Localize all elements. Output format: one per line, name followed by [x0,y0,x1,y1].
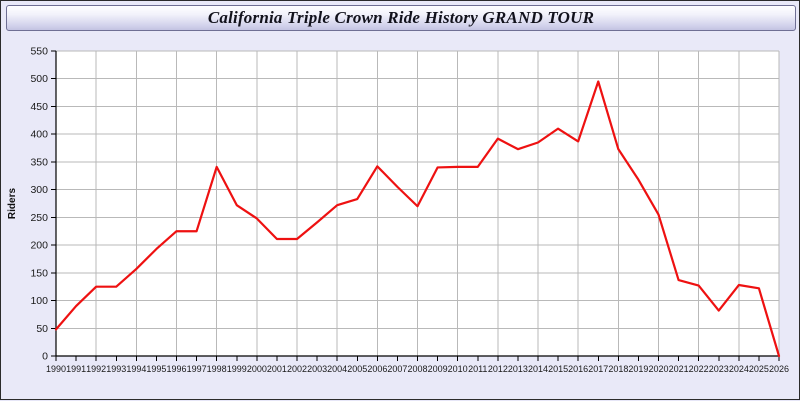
svg-text:450: 450 [30,101,48,113]
svg-text:1998: 1998 [207,364,227,374]
svg-text:2014: 2014 [528,364,548,374]
svg-text:1997: 1997 [187,364,207,374]
window-titlebar: California Triple Crown Ride History GRA… [6,5,796,31]
svg-text:2002: 2002 [287,364,307,374]
svg-text:2007: 2007 [387,364,407,374]
svg-text:2013: 2013 [508,364,528,374]
svg-text:2003: 2003 [307,364,327,374]
svg-text:1999: 1999 [227,364,247,374]
svg-text:0: 0 [42,351,48,363]
svg-text:2004: 2004 [327,364,347,374]
svg-text:2016: 2016 [568,364,588,374]
svg-text:2023: 2023 [709,364,729,374]
chart-title: California Triple Crown Ride History GRA… [207,8,595,27]
data-series-line [54,80,781,358]
svg-text:150: 150 [30,267,48,279]
svg-text:1996: 1996 [166,364,186,374]
chart-plot-area: 0 50 100 150 200 250 300 350 400 450 500 550 1990 19… [1,33,800,401]
svg-text:2019: 2019 [628,364,648,374]
svg-text:2026: 2026 [769,364,789,374]
svg-text:2000: 2000 [247,364,267,374]
svg-text:1995: 1995 [146,364,166,374]
y-axis-title: Riders [7,188,18,220]
gridlines [56,50,780,356]
svg-text:100: 100 [30,295,48,307]
svg-text:250: 250 [30,212,48,224]
svg-text:1990: 1990 [46,364,66,374]
svg-text:2005: 2005 [347,364,367,374]
svg-text:50: 50 [36,323,48,335]
svg-text:1992: 1992 [86,364,106,374]
svg-text:2008: 2008 [407,364,427,374]
svg-text:1994: 1994 [126,364,146,374]
svg-text:2018: 2018 [608,364,628,374]
y-axis-ticks [51,50,56,357]
svg-text:400: 400 [30,129,48,141]
svg-text:2011: 2011 [468,364,487,374]
svg-text:2006: 2006 [367,364,387,374]
x-axis-ticks [55,356,780,361]
svg-text:2025: 2025 [749,364,769,374]
svg-text:2012: 2012 [488,364,508,374]
svg-text:350: 350 [30,156,48,168]
x-axis-tick-labels: 1990 1991 1992 1993 1994 1995 1996 1997 1998 1999… [46,364,789,374]
svg-text:2024: 2024 [729,364,749,374]
svg-text:2015: 2015 [548,364,568,374]
svg-text:2020: 2020 [648,364,668,374]
svg-text:2021: 2021 [669,364,689,374]
svg-text:2010: 2010 [448,364,468,374]
svg-text:1993: 1993 [106,364,126,374]
svg-text:2017: 2017 [588,364,608,374]
svg-text:1991: 1991 [66,364,86,374]
y-axis-tick-labels: 0 50 100 150 200 250 300 350 400 450 500 550 [30,46,48,363]
svg-text:200: 200 [30,240,48,252]
svg-text:2009: 2009 [428,364,448,374]
svg-text:300: 300 [30,184,48,196]
svg-text:500: 500 [30,73,48,85]
svg-text:550: 550 [30,46,48,58]
svg-text:2001: 2001 [267,364,287,374]
svg-text:2022: 2022 [689,364,709,374]
